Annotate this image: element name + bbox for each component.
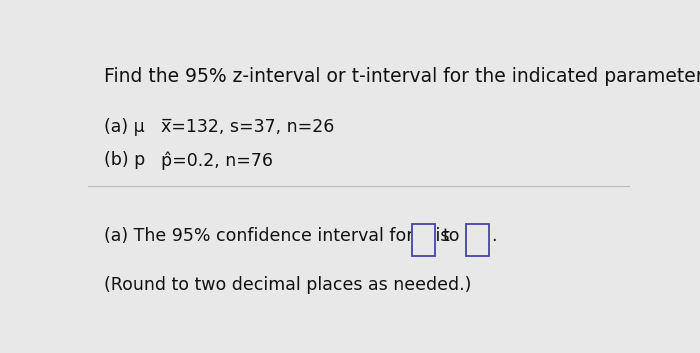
Text: (Round to two decimal places as needed.): (Round to two decimal places as needed.) [104,276,471,294]
Text: (a) The 95% confidence interval for μ is: (a) The 95% confidence interval for μ is [104,227,449,245]
Text: (b) p: (b) p [104,151,145,169]
Text: Find the 95% z-interval or t-interval for the indicated parameter.: Find the 95% z-interval or t-interval fo… [104,67,700,86]
FancyBboxPatch shape [412,225,435,256]
FancyBboxPatch shape [466,225,489,256]
Text: (a) μ: (a) μ [104,119,144,137]
Text: p̂=0.2, n=76: p̂=0.2, n=76 [161,151,273,169]
Text: .: . [491,227,496,245]
Text: to: to [443,227,461,245]
Text: x̅=132, s=37, n=26: x̅=132, s=37, n=26 [161,119,334,137]
